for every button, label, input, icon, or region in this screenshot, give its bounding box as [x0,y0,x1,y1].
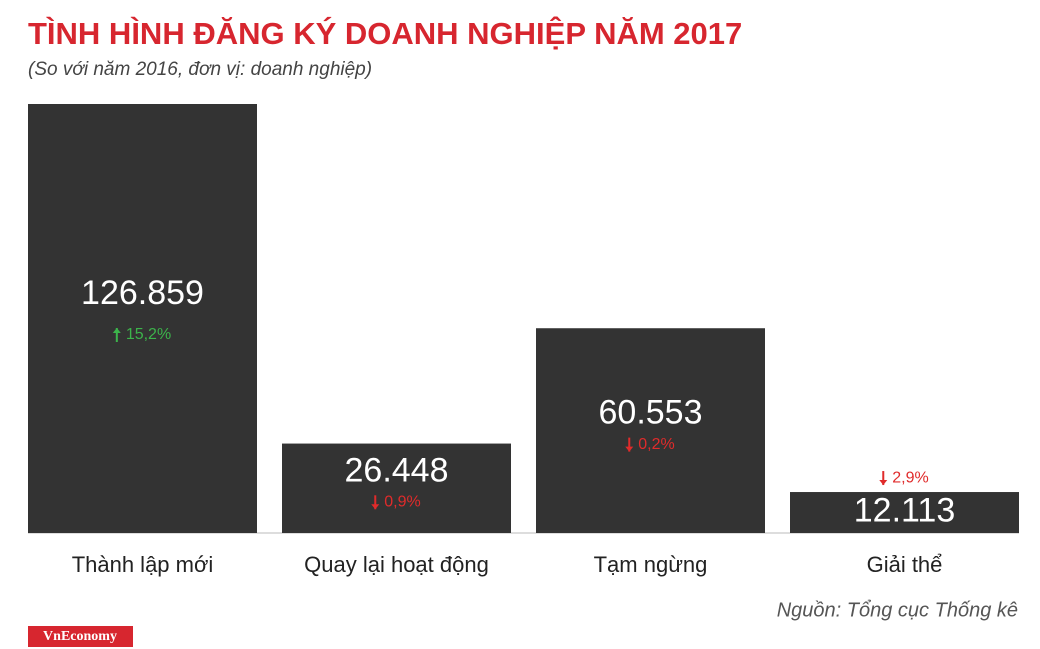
change-arrow-head [371,504,380,510]
value-label: 60.553 [599,394,703,432]
category-label: Giải thể [867,552,943,577]
bar [28,104,257,533]
source: Nguồn: Tổng cục Thống kê [777,599,1018,621]
category-label: Quay lại hoạt động [304,552,489,577]
change-arrow-head [625,446,634,452]
value-label: 26.448 [345,451,449,489]
brand-box [28,626,133,647]
chart-subtitle: (So với năm 2016, đơn vị: doanh nghiệp) [28,59,372,80]
category-label: Thành lập mới [72,552,214,577]
brand: VnEconomy [43,629,117,644]
bar [282,443,511,533]
bar [536,328,765,533]
change-label: 15,2% [126,326,171,343]
change-arrow-head [112,328,121,333]
chart-title: TÌNH HÌNH ĐĂNG KÝ DOANH NGHIỆP NĂM 2017 [28,15,742,51]
category-label: Tạm ngừng [594,552,708,577]
change-label: 0,9% [384,493,420,510]
change-label: 0,2% [638,436,674,453]
bar [790,492,1019,533]
change-label: 2,9% [892,469,928,486]
value-label: 12.113 [854,492,955,530]
change-arrow-head [879,480,888,486]
value-label: 126.859 [81,274,204,312]
